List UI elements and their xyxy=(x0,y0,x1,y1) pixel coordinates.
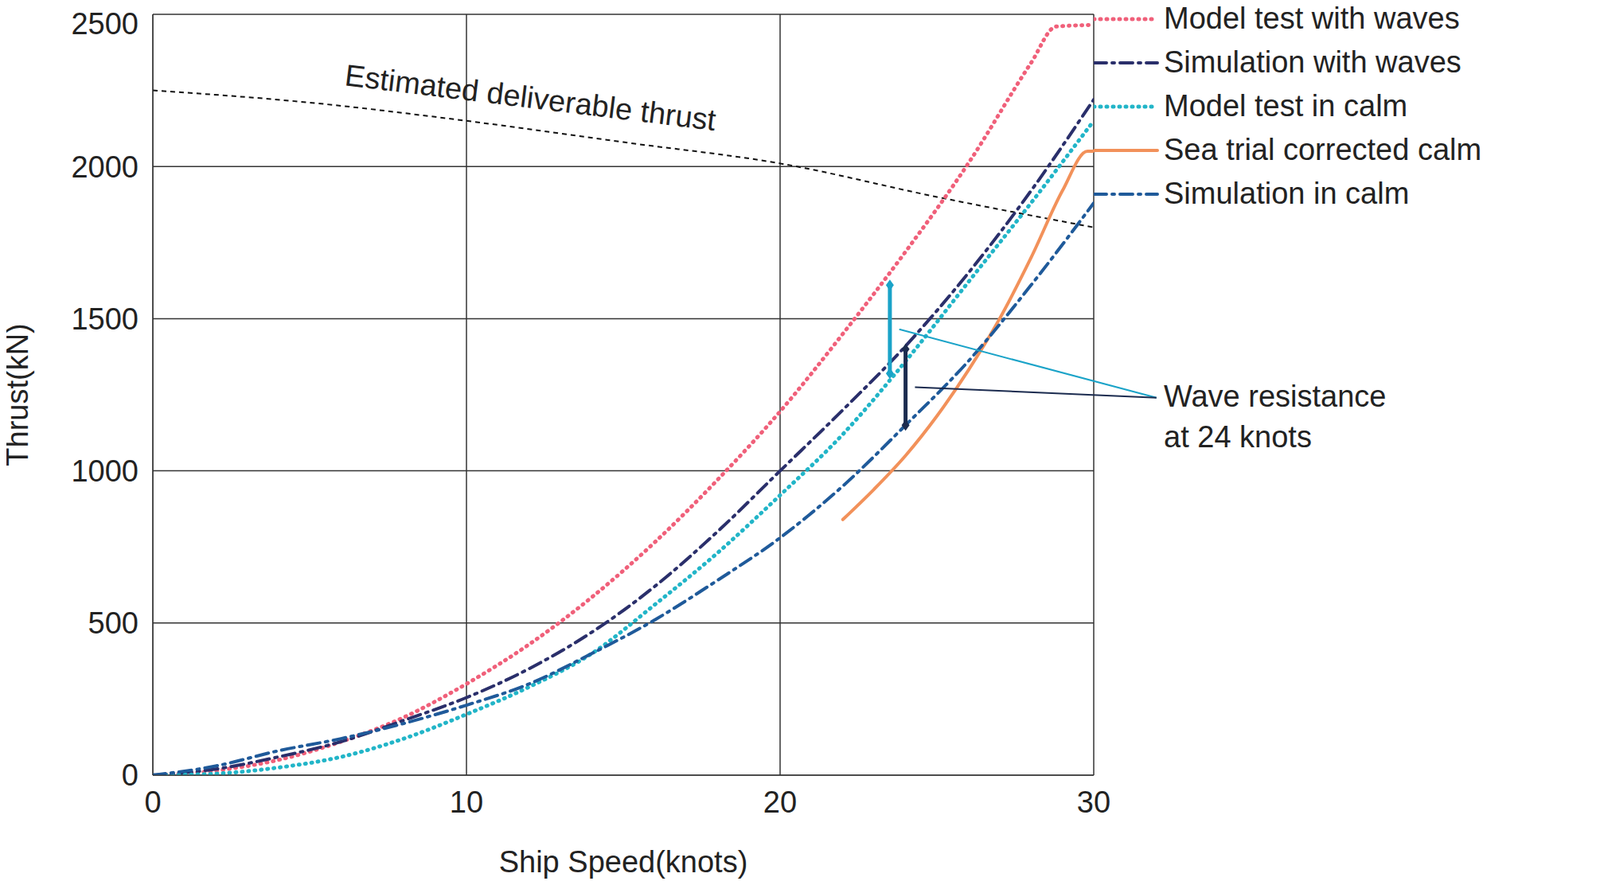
html-text:Sea trial corrected calm: Sea trial corrected calm xyxy=(1163,132,1482,167)
html-text:Wave resistance: Wave resistance xyxy=(1163,379,1387,414)
svg-text:1500: 1500 xyxy=(70,302,139,336)
html-text:Model test with waves: Model test with waves xyxy=(1163,1,1460,36)
html-text:at 24 knots: at 24 knots xyxy=(1163,420,1312,454)
svg-text:0: 0 xyxy=(121,758,139,793)
html-text:Model test in calm: Model test in calm xyxy=(1163,89,1408,123)
svg-text:2000: 2000 xyxy=(70,150,139,184)
svg-text:1000: 1000 xyxy=(70,454,139,488)
svg-text:Thrust(kN): Thrust(kN) xyxy=(6,323,35,466)
svg-text:10: 10 xyxy=(449,785,484,820)
svg-text:Ship Speed(knots): Ship Speed(knots) xyxy=(499,845,749,879)
svg-text:20: 20 xyxy=(763,785,797,820)
svg-text:Estimated deliverable thrust: Estimated deliverable thrust xyxy=(343,58,719,137)
svg-text:30: 30 xyxy=(1077,785,1111,820)
svg-text:0: 0 xyxy=(144,785,161,820)
html-text:Simulation in calm: Simulation in calm xyxy=(1163,176,1410,211)
html-text:Simulation with waves: Simulation with waves xyxy=(1163,45,1462,79)
svg-text:2500: 2500 xyxy=(70,7,139,41)
svg-text:500: 500 xyxy=(88,606,139,640)
